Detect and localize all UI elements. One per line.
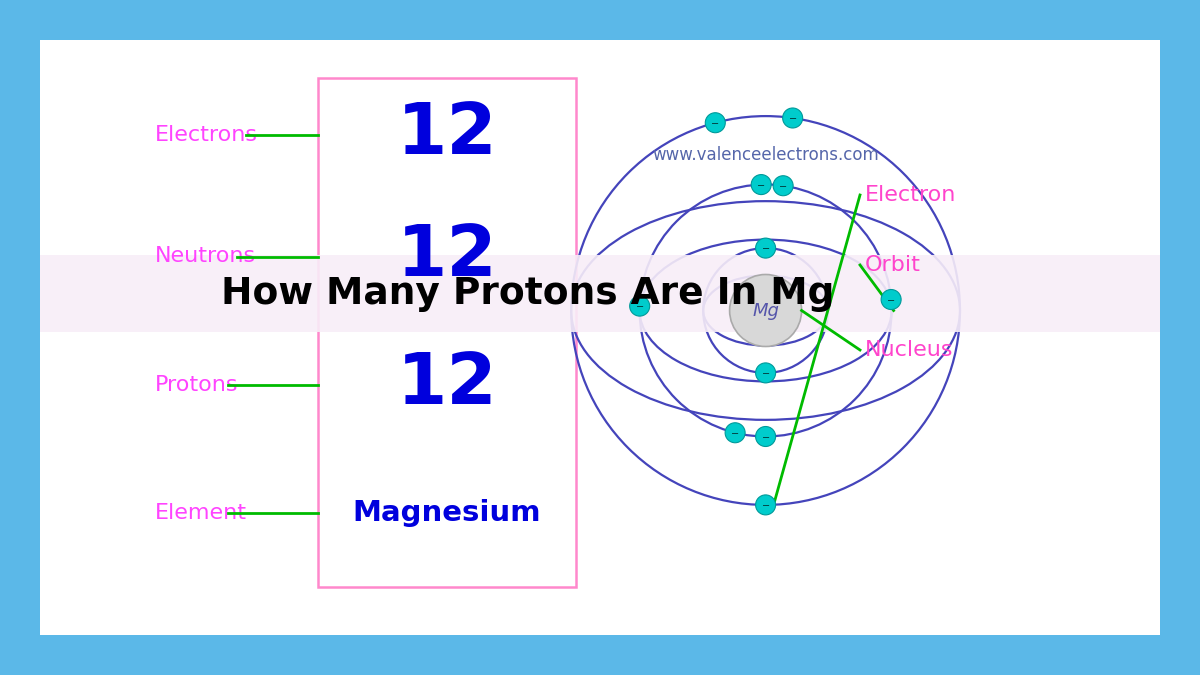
- Circle shape: [756, 427, 775, 446]
- Bar: [40, 40, 1160, 635]
- Circle shape: [881, 290, 901, 310]
- Circle shape: [630, 296, 649, 316]
- Text: −: −: [762, 369, 769, 379]
- Circle shape: [751, 175, 772, 194]
- Circle shape: [725, 423, 745, 443]
- Text: www.valenceelectrons.com: www.valenceelectrons.com: [653, 146, 878, 164]
- Text: −: −: [757, 181, 766, 190]
- Text: 12: 12: [397, 101, 497, 169]
- Text: 12: 12: [397, 222, 497, 291]
- Text: How Many Protons Are In Mg: How Many Protons Are In Mg: [221, 275, 835, 312]
- Text: −: −: [779, 182, 787, 192]
- Text: −: −: [788, 114, 797, 124]
- Text: −: −: [887, 296, 895, 306]
- Circle shape: [756, 363, 775, 383]
- Text: Magnesium: Magnesium: [353, 499, 541, 527]
- Circle shape: [782, 108, 803, 128]
- Text: 12: 12: [397, 350, 497, 419]
- Bar: [318, 78, 576, 587]
- Text: Protons: Protons: [155, 375, 239, 395]
- Text: Element: Element: [155, 503, 247, 523]
- Text: Neutrons: Neutrons: [155, 246, 256, 267]
- Text: −: −: [762, 501, 769, 511]
- Text: Orbit: Orbit: [865, 255, 920, 275]
- Circle shape: [730, 275, 802, 346]
- Text: −: −: [712, 119, 719, 129]
- Circle shape: [756, 495, 775, 515]
- Text: Electron: Electron: [865, 185, 956, 205]
- Circle shape: [773, 176, 793, 196]
- Text: −: −: [762, 244, 769, 254]
- Bar: [40, 255, 1160, 333]
- Text: Electrons: Electrons: [155, 125, 258, 145]
- Text: −: −: [636, 302, 643, 312]
- Text: Nucleus: Nucleus: [865, 340, 954, 360]
- Text: Mg: Mg: [752, 302, 779, 319]
- Circle shape: [756, 238, 775, 258]
- Circle shape: [706, 113, 725, 133]
- Text: −: −: [762, 433, 769, 443]
- Text: −: −: [731, 429, 739, 439]
